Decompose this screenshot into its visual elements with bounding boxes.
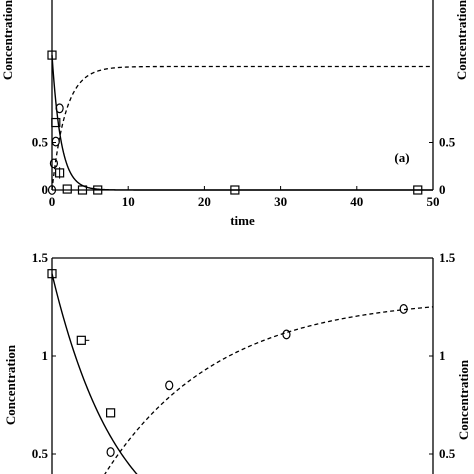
data-point-square xyxy=(47,50,57,60)
y-tick-label-left: 0 xyxy=(42,182,49,197)
data-point-circle xyxy=(399,304,408,314)
data-point-square xyxy=(230,185,240,195)
data-point-square xyxy=(62,184,72,194)
y-tick-label-left: 1.5 xyxy=(32,250,49,265)
data-point-square xyxy=(93,185,103,195)
y-axis-label-left: Concentration xyxy=(0,0,15,80)
y-axis-label-right: Concentration xyxy=(456,359,471,440)
x-tick-label: 40 xyxy=(350,194,363,209)
data-point-circle xyxy=(49,158,59,169)
x-tick-label: 30 xyxy=(274,194,287,209)
y-tick-label-right: 1.5 xyxy=(439,250,456,265)
data-point-square xyxy=(76,335,86,345)
data-point-circle xyxy=(47,185,57,195)
y-tick-label-right: 0 xyxy=(439,182,446,197)
y-tick-label-right: 1 xyxy=(439,348,446,363)
y-tick-label-left: 1 xyxy=(42,348,49,363)
data-point-circle xyxy=(55,103,64,114)
x-tick-label: 0 xyxy=(49,194,56,209)
panel-a: 0 10 20 30 40 50 time 0 0.5 0 0.5 Concentration Conc… xyxy=(0,0,469,228)
y-axis-label-left: Concentration xyxy=(3,344,18,425)
y-tick-label-left: 0.5 xyxy=(32,135,49,150)
y-tick-label-left: 0.5 xyxy=(32,446,49,461)
y-tick-label-right: 0.5 xyxy=(439,446,456,461)
y-tick-label-right: 0.5 xyxy=(439,135,456,150)
fit-curve-dashed xyxy=(104,306,434,474)
data-point-circle xyxy=(51,136,60,147)
data-point-square xyxy=(77,185,88,195)
x-tick-label: 10 xyxy=(122,194,135,209)
fit-curve-dashed xyxy=(51,65,433,191)
x-tick-label: 50 xyxy=(427,194,440,209)
data-point-circle xyxy=(282,329,291,340)
fit-curve-solid xyxy=(51,273,138,474)
y-axis-label-right: Concentration xyxy=(454,0,469,80)
x-tick-label: 20 xyxy=(198,194,211,209)
panel-label: (a) xyxy=(394,150,409,165)
data-point-square xyxy=(47,269,57,279)
data-point-square xyxy=(51,117,61,128)
fit-curve-solid xyxy=(51,55,433,191)
data-point-circle xyxy=(165,380,174,391)
data-point-square xyxy=(413,185,423,195)
data-point-circle xyxy=(106,447,115,457)
data-point-square xyxy=(106,408,116,418)
x-axis-label: time xyxy=(230,213,255,228)
